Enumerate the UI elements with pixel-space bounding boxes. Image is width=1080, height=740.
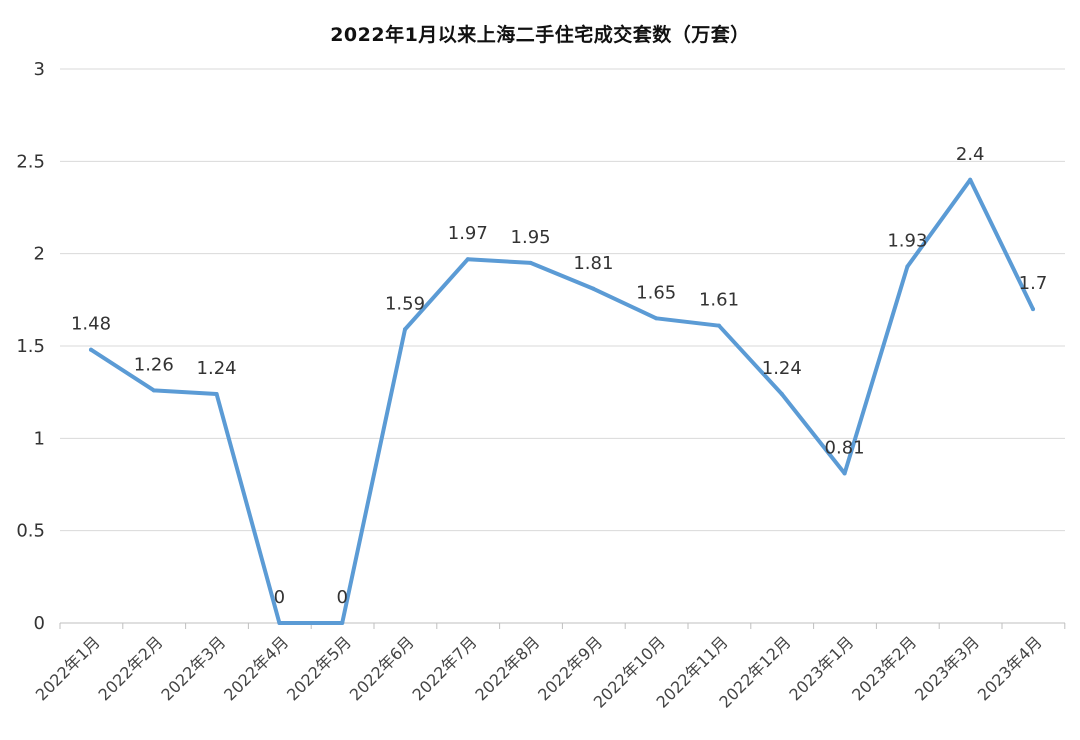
gridlines [59,68,1066,629]
data-label: 0.81 [825,437,865,458]
x-tick-label: 2022年7月 [409,632,481,704]
data-label: 1.48 [71,314,111,335]
data-point [905,264,910,269]
chart-title: 2022年1月以来上海二手住宅成交套数（万套） [330,24,750,46]
data-point [277,621,282,625]
y-tick-label: 0.5 [16,521,45,542]
data-label: 0 [336,587,347,608]
x-tick-label: 2022年4月 [220,632,292,704]
data-label: 1.81 [573,253,613,274]
data-point [717,323,721,328]
y-axis-tick-labels: 0 0.5 1 1.5 2 2.5 3 [16,59,45,634]
data-point [528,260,533,265]
data-point [591,286,596,291]
data-point [465,257,470,262]
data-labels: 1.48 1.26 1.24 0 0 1.59 1.97 1.95 1.81 1.65 1.61 1.… [71,144,1047,608]
x-tick-label: 2022年6月 [346,632,418,704]
data-label: 1.97 [448,223,488,244]
data-label: 1.93 [887,231,927,252]
data-point [403,327,407,332]
x-tick-label: 2023年1月 [785,632,857,704]
data-label: 1.26 [134,354,174,375]
y-tick-label: 1 [34,428,45,449]
data-label: 2.4 [956,144,985,165]
x-tick-label: 2023年3月 [911,632,983,704]
data-point [654,316,659,321]
x-tick-label: 2022年8月 [471,632,543,704]
data-label: 1.65 [636,282,676,303]
y-tick-label: 2 [34,244,45,265]
data-point [340,621,345,625]
data-point [842,471,847,476]
x-tick-label: 2022年3月 [157,632,229,704]
x-tick-label: 2023年4月 [974,632,1046,704]
data-point [779,392,784,397]
x-tick-label: 2023年2月 [848,632,920,704]
data-label: 1.24 [197,358,237,379]
series-line [89,177,1035,625]
data-label: 1.61 [699,290,739,311]
data-label: 1.59 [385,293,425,314]
data-label: 0 [274,587,285,608]
data-point [968,177,973,182]
y-tick-label: 2.5 [16,151,45,172]
y-tick-label: 3 [34,59,45,80]
data-point [214,392,219,397]
data-point [151,388,156,393]
x-tick-label: 2022年2月 [95,632,167,704]
data-label: 1.24 [762,358,802,379]
series-line-group [89,177,1035,625]
x-tick-label: 2022年5月 [283,632,355,704]
data-point [1031,307,1035,312]
x-tick-label: 2022年1月 [32,632,104,704]
data-point [89,347,93,352]
y-tick-label: 1.5 [16,336,45,357]
x-axis-tick-labels: 2022年1月2022年2月2022年3月2022年4月2022年5月2022年… [32,632,1046,711]
data-label: 1.7 [1019,273,1048,294]
data-label: 1.95 [511,227,551,248]
y-tick-label: 0 [34,613,45,634]
